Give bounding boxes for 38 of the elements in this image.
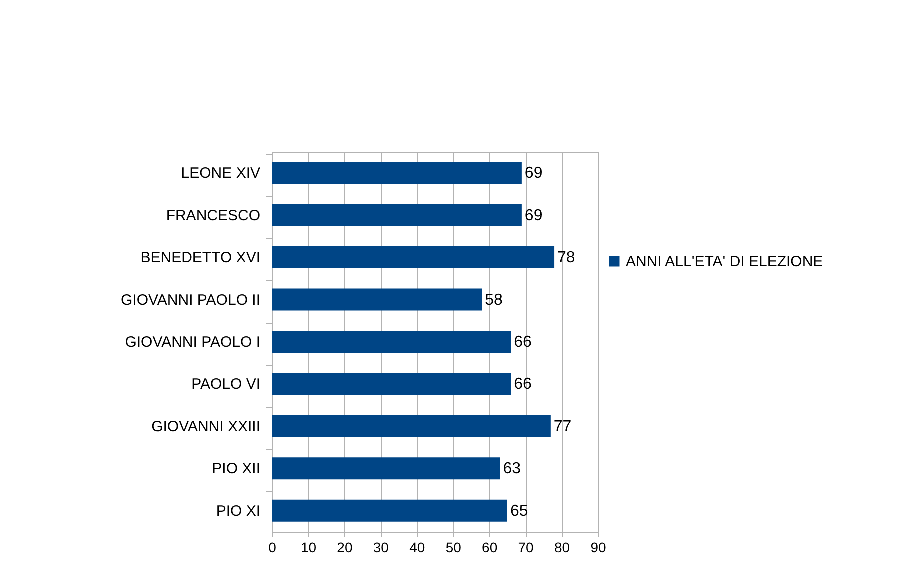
x-tick-label: 60: [482, 540, 498, 556]
y-tick-label: PIO XI: [216, 502, 260, 520]
bar: [272, 331, 512, 353]
bar: [272, 288, 482, 311]
y-tick-label: BENEDETTO XVI: [140, 250, 260, 267]
data-label: 66: [514, 334, 532, 351]
bar: [272, 204, 522, 226]
y-tick-label: FRANCESCO: [166, 207, 260, 224]
y-tick-label: GIOVANNI PAOLO I: [125, 334, 260, 351]
x-tick-label: 30: [373, 540, 390, 556]
x-tick-label: 20: [337, 540, 353, 556]
legend-label: ANNI ALL'ETA' DI ELEZIONE: [626, 254, 824, 270]
data-label: 69: [524, 207, 543, 224]
x-tick-label: 50: [446, 540, 462, 556]
y-tick-label: PIO XII: [212, 460, 260, 478]
x-tick-label: 90: [590, 540, 606, 556]
bar: [272, 415, 551, 438]
y-tick-label: GIOVANNI XXIII: [152, 418, 260, 436]
data-label: 77: [554, 418, 572, 436]
data-label: 78: [558, 250, 576, 267]
bar: [272, 373, 512, 396]
x-tick-label: 80: [554, 540, 570, 556]
bar: [272, 246, 555, 269]
x-tick-label: 0: [268, 540, 277, 556]
x-tick-label: 40: [410, 540, 426, 556]
bar: [272, 500, 508, 522]
y-tick-label: GIOVANNI PAOLO II: [121, 292, 260, 309]
data-label: 63: [503, 460, 522, 478]
x-tick-label: 10: [300, 540, 317, 556]
bar: [272, 162, 522, 184]
x-tick-label: 70: [518, 540, 534, 556]
data-label: 65: [510, 502, 528, 520]
y-tick-label: LEONE XIV: [181, 165, 260, 182]
data-label: 66: [514, 376, 532, 394]
y-tick-label: PAOLO VI: [192, 376, 260, 394]
data-label: 58: [485, 292, 503, 309]
bar: [272, 458, 500, 480]
data-label: 69: [524, 165, 543, 182]
